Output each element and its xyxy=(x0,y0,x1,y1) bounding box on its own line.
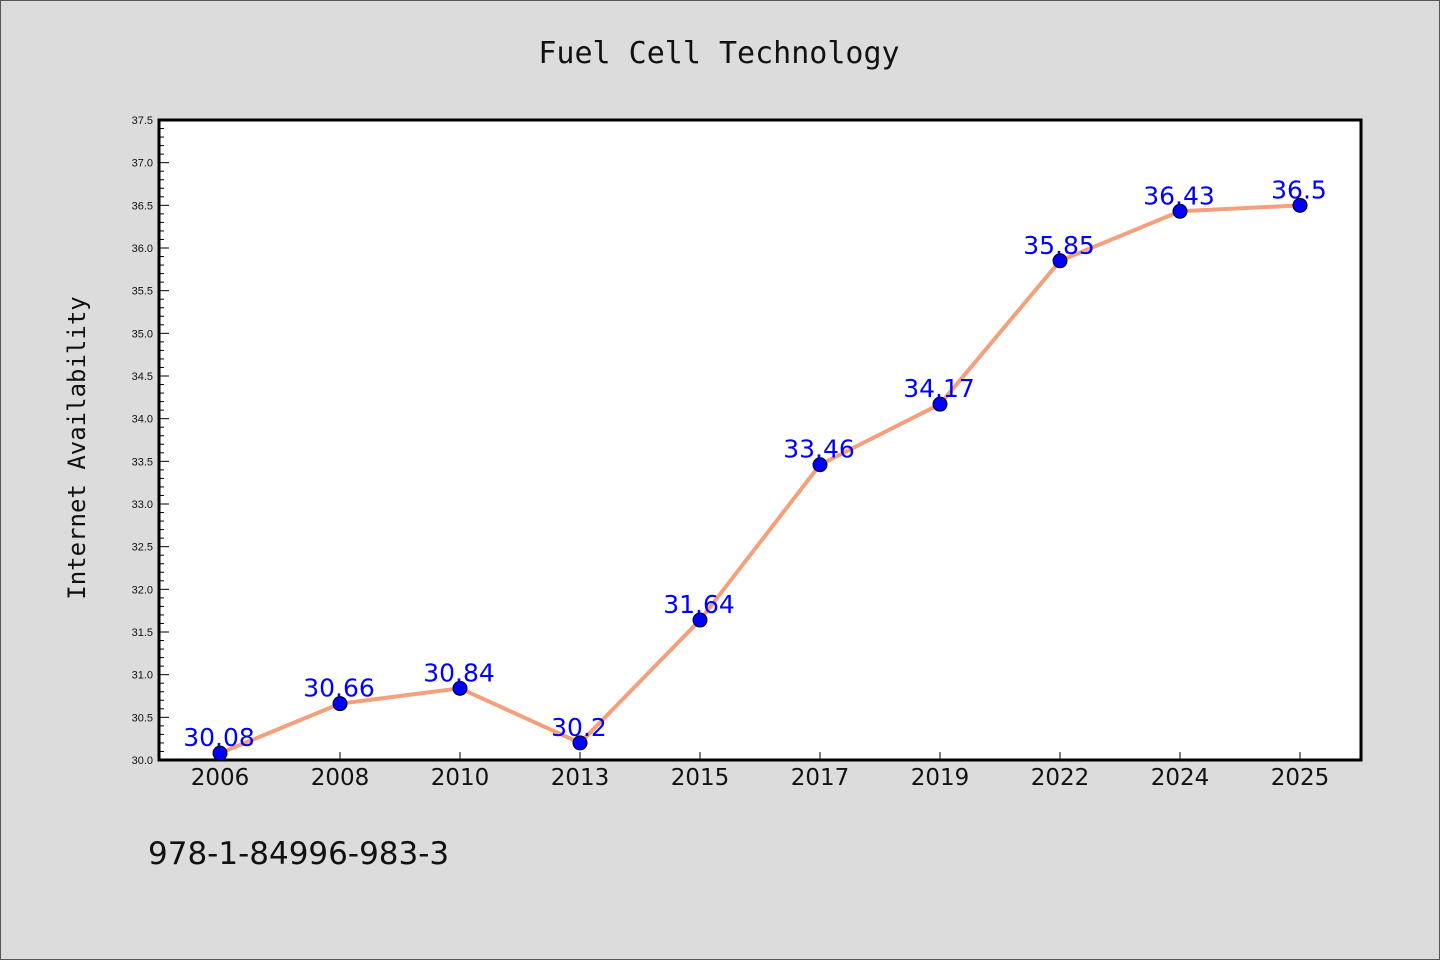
data-label: 31.64 xyxy=(663,590,735,619)
y-tick-label: 31.0 xyxy=(132,670,153,682)
y-tick-label: 32.0 xyxy=(132,584,153,596)
y-tick-label: 35.5 xyxy=(132,286,153,298)
x-axis: 2006 2008 2010 2013 2015 2017 2019 2022 2024 2025 xyxy=(191,752,1330,791)
data-point xyxy=(1052,253,1068,269)
data-point xyxy=(572,735,588,751)
y-tick-label: 37.0 xyxy=(132,158,153,170)
data-label: 30.08 xyxy=(183,723,255,752)
x-tick-label: 2015 xyxy=(671,765,730,791)
data-label: 30.66 xyxy=(303,674,375,703)
y-tick-label: 31.5 xyxy=(132,627,153,639)
x-tick-label: 2025 xyxy=(1271,765,1330,791)
y-tick-label: 35.0 xyxy=(132,328,153,340)
data-point xyxy=(932,396,948,412)
y-tick-label: 36.0 xyxy=(132,243,153,255)
x-tick-label: 2008 xyxy=(311,765,370,791)
y-tick-label: 33.5 xyxy=(132,456,153,468)
data-label: 30.2 xyxy=(551,713,607,742)
data-point xyxy=(812,457,828,473)
y-tick-label: 37.5 xyxy=(132,115,153,127)
data-label: 34.17 xyxy=(903,374,975,403)
x-tick-label: 2022 xyxy=(1031,765,1090,791)
plot-area xyxy=(157,118,1363,762)
data-label: 36.5 xyxy=(1271,175,1327,204)
x-tick-label: 2010 xyxy=(431,765,490,791)
data-point xyxy=(452,680,468,696)
x-tick-label: 2024 xyxy=(1151,765,1210,791)
x-tick-label: 2013 xyxy=(551,765,610,791)
data-point xyxy=(212,745,228,761)
x-tick-label: 2019 xyxy=(911,765,970,791)
y-tick-label: 34.0 xyxy=(132,414,153,426)
data-point xyxy=(1292,197,1308,213)
chart-title: Fuel Cell Technology xyxy=(538,36,899,71)
data-label: 30.84 xyxy=(423,658,495,687)
x-tick-label: 2006 xyxy=(191,765,250,791)
y-tick-label: 33.0 xyxy=(132,499,153,511)
series-line xyxy=(219,203,1301,756)
y-tick-label: 36.5 xyxy=(132,200,153,212)
data-point xyxy=(332,696,348,712)
x-tick-label: 2017 xyxy=(791,765,850,791)
y-tick-label: 30.5 xyxy=(132,712,153,724)
data-label: 36.43 xyxy=(1143,181,1215,210)
data-labels: 30.08 30.66 30.84 30.2 31.64 33.46 34.17 35.85 3… xyxy=(183,175,1327,752)
y-axis-label: Internet Availability xyxy=(63,296,91,599)
y-tick-label: 30.0 xyxy=(132,755,153,767)
data-series xyxy=(212,197,1308,761)
data-point xyxy=(1172,203,1188,219)
y-axis: 30.0 30.5 31.0 31.5 32.0 32.5 33.0 33.5 34.0 34.5… xyxy=(132,115,169,767)
y-tick-label: 32.5 xyxy=(132,542,153,554)
data-label: 35.85 xyxy=(1023,231,1095,260)
data-label: 33.46 xyxy=(783,435,855,464)
isbn-text: 978-1-84996-983-3 xyxy=(148,836,449,872)
data-point xyxy=(692,612,708,628)
y-tick-label: 34.5 xyxy=(132,371,153,383)
